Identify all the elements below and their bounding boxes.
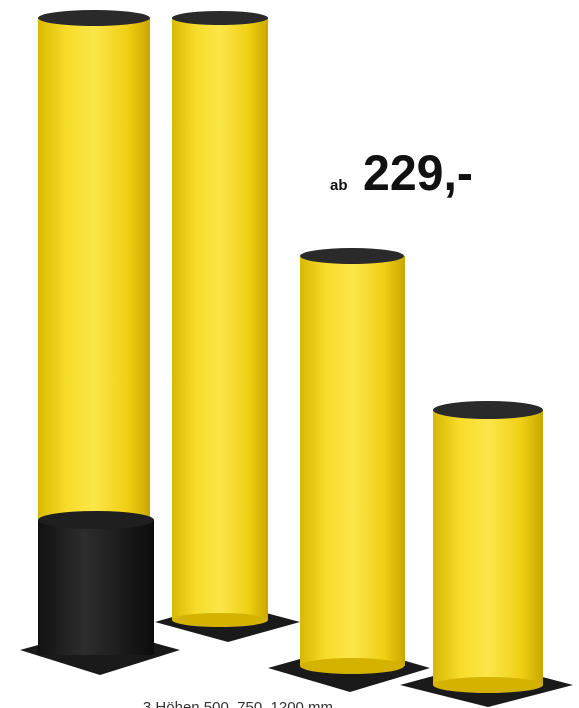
bollard: [155, 11, 300, 642]
price-amount: 229,-: [363, 145, 473, 201]
caption: 3 Höhen 500, 750, 1200 mm: [143, 699, 333, 708]
bollard: [268, 248, 430, 692]
price-prefix: ab: [330, 177, 348, 194]
bollard: [400, 401, 573, 707]
bollard: [20, 10, 180, 675]
